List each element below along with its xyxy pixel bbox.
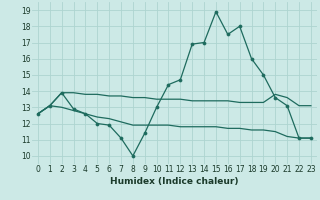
X-axis label: Humidex (Indice chaleur): Humidex (Indice chaleur) (110, 177, 239, 186)
